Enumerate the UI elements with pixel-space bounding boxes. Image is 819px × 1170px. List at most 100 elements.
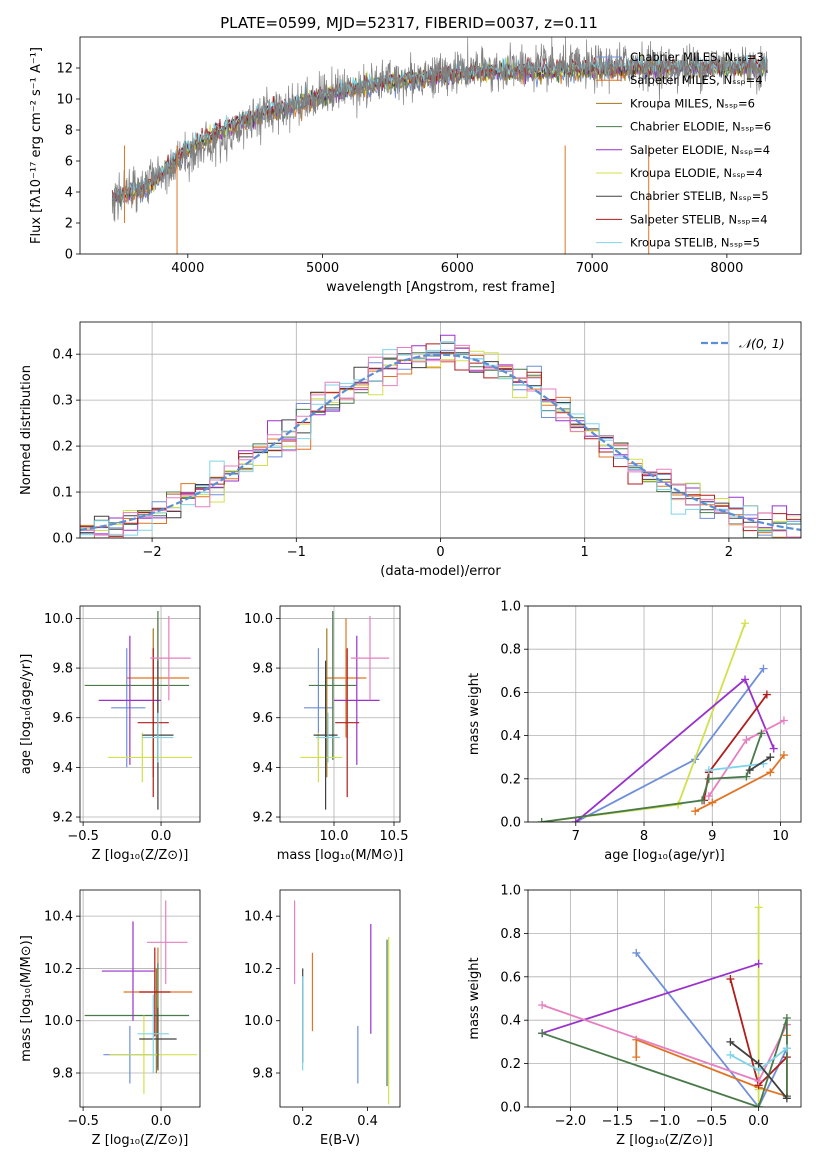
weight-point-marker	[779, 751, 788, 760]
x-tick-label: −2	[143, 545, 162, 560]
y-tick-label: 10.0	[44, 1014, 73, 1029]
weight-point-marker	[754, 903, 763, 912]
weight-point-marker	[757, 729, 766, 738]
weight-line-2	[541, 622, 746, 822]
weight-point-marker	[766, 768, 775, 777]
weight-point-marker	[742, 735, 751, 744]
residual-histogram-8	[80, 344, 801, 538]
weight-line-1	[694, 754, 785, 813]
weight-point-marker	[704, 792, 713, 801]
x-tick-label: 5000	[306, 261, 339, 276]
y-tick-label: 9.2	[252, 811, 273, 826]
weight-point-marker	[632, 948, 641, 957]
legend-label: Kroupa ELODIE, Nₛₛₚ=4	[630, 166, 763, 180]
x-axis-label: age [log₁₀(age/yr)]	[604, 848, 725, 863]
y-axis-label: Flux [fλ10⁻¹⁷ erg cm⁻² s⁻¹ A⁻¹]	[29, 47, 44, 244]
observed-spectrum	[111, 37, 768, 222]
y-tick-label: 2	[65, 217, 73, 232]
weight-point-marker	[708, 798, 717, 807]
weight-point-marker	[759, 664, 768, 673]
plot-frame	[79, 605, 201, 823]
x-tick-label: 2	[725, 545, 733, 560]
weight-point-marker	[779, 716, 788, 725]
weight-point-marker	[782, 1094, 791, 1103]
y-tick-label: 12	[56, 62, 73, 77]
x-tick-label: 7	[572, 829, 580, 844]
weight-point-marker	[769, 744, 778, 753]
plot-frame	[527, 605, 802, 823]
y-tick-label: 9.8	[52, 1067, 73, 1082]
y-tick-label: 0.2	[52, 440, 73, 455]
weight-point-marker	[766, 753, 775, 762]
weight-point-marker	[782, 1044, 791, 1053]
y-tick-label: 9.2	[52, 811, 73, 826]
y-tick-label: 10.0	[44, 612, 73, 627]
y-tick-label: 0.4	[500, 1014, 521, 1029]
weight-point-marker	[726, 974, 735, 983]
y-tick-label: 4	[65, 186, 73, 201]
weight-point-marker	[742, 772, 751, 781]
x-tick-label: 1	[581, 545, 589, 560]
y-tick-label: 0.4	[52, 348, 73, 363]
legend-label: Salpeter ELODIE, Nₛₛₚ=4	[630, 143, 770, 157]
weight-point-marker	[632, 1053, 641, 1062]
y-axis-label: mass [log₁₀(M/M⊙)]	[19, 935, 34, 1062]
legend-label: Kroupa MILES, Nₛₛₚ=6	[630, 96, 755, 110]
x-tick-label: 0.0	[748, 1114, 769, 1129]
x-tick-label: 4000	[171, 261, 204, 276]
weight-line-3	[541, 962, 759, 1035]
x-axis-label: Z [log₁₀(Z/Z⊙)]	[92, 848, 189, 863]
y-tick-label: 10.4	[244, 910, 273, 925]
x-tick-label: 0.2	[292, 1114, 313, 1129]
x-tick-label: 9	[708, 829, 716, 844]
y-tick-label: 10.2	[244, 962, 273, 977]
y-tick-label: 0.1	[52, 486, 73, 501]
weight-point-marker	[782, 1014, 791, 1023]
legend-label: Chabrier ELODIE, Nₛₛₚ=6	[630, 120, 771, 134]
y-tick-label: 0.0	[52, 532, 73, 547]
y-tick-label: 0.0	[500, 1101, 521, 1116]
y-axis-label: mass weight	[467, 957, 482, 1039]
y-tick-label: 9.4	[52, 761, 73, 776]
x-tick-label: 8	[640, 829, 648, 844]
y-tick-label: 9.6	[52, 711, 73, 726]
y-axis-label: Normed distribution	[19, 365, 34, 495]
y-tick-label: 9.4	[252, 761, 273, 776]
weight-line-0	[635, 952, 788, 1107]
y-tick-label: 0.2	[500, 772, 521, 787]
x-tick-label: −1	[287, 545, 306, 560]
x-tick-label: 0.0	[151, 1114, 172, 1129]
y-tick-label: 1.0	[500, 884, 521, 899]
plot-frame	[79, 36, 802, 255]
x-tick-label: −1.0	[649, 1114, 681, 1129]
plot-frame	[527, 889, 802, 1108]
weight-line-8	[749, 756, 771, 771]
plot-frame	[279, 605, 401, 823]
y-axis-label: age [log₁₀(age/yr)]	[19, 654, 34, 775]
weight-point-marker	[698, 796, 707, 805]
x-axis-label: mass [log₁₀(M/M⊙)]	[277, 848, 404, 863]
weight-point-marker	[754, 959, 763, 968]
y-tick-label: 0.8	[500, 927, 521, 942]
x-axis-label: wavelength [Angstrom, rest frame]	[326, 280, 555, 295]
y-tick-label: 8	[65, 124, 73, 139]
y-tick-label: 0.0	[500, 816, 521, 831]
weight-point-marker	[762, 690, 771, 699]
x-tick-label: 10.0	[320, 829, 349, 844]
weight-point-marker	[726, 1050, 735, 1059]
figure-title: PLATE=0599, MJD=52317, FIBERID=0037, z=0…	[220, 14, 598, 32]
weight-point-marker	[754, 1059, 763, 1068]
weight-point-marker	[704, 766, 713, 775]
x-axis-label: Z [log₁₀(Z/Z⊙)]	[616, 1133, 713, 1148]
y-tick-label: 9.8	[252, 1067, 273, 1082]
weight-point-marker	[538, 1001, 547, 1010]
legend-label: Kroupa STELIB, Nₛₛₚ=5	[630, 236, 760, 250]
x-axis-label: Z [log₁₀(Z/Z⊙)]	[92, 1133, 189, 1148]
weight-point-marker	[745, 766, 754, 775]
y-tick-label: 9.8	[52, 662, 73, 677]
x-tick-label: −0.5	[696, 1114, 728, 1129]
y-tick-label: 10.0	[244, 1014, 273, 1029]
y-tick-label: 0.6	[500, 686, 521, 701]
legend-label: 𝒩(0, 1)	[739, 336, 785, 351]
gaussian-curve	[80, 353, 801, 531]
